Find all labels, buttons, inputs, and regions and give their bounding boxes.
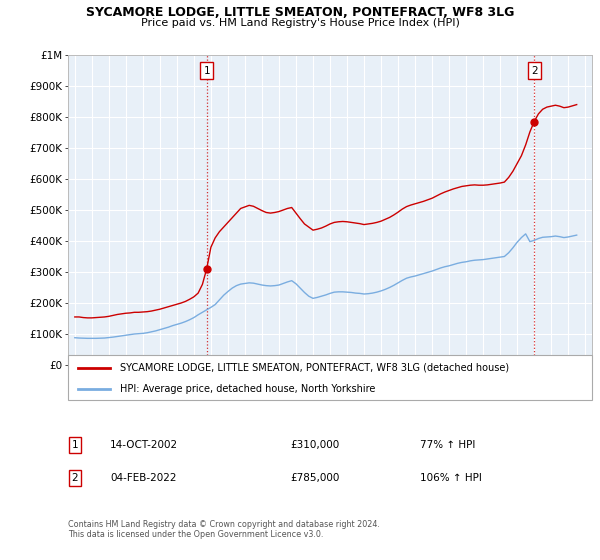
Text: £310,000: £310,000 xyxy=(290,440,339,450)
Text: SYCAMORE LODGE, LITTLE SMEATON, PONTEFRACT, WF8 3LG: SYCAMORE LODGE, LITTLE SMEATON, PONTEFRA… xyxy=(86,6,514,18)
Text: SYCAMORE LODGE, LITTLE SMEATON, PONTEFRACT, WF8 3LG (detached house): SYCAMORE LODGE, LITTLE SMEATON, PONTEFRA… xyxy=(121,363,509,372)
Text: £785,000: £785,000 xyxy=(290,473,340,483)
Text: Contains HM Land Registry data © Crown copyright and database right 2024.
This d: Contains HM Land Registry data © Crown c… xyxy=(68,520,380,539)
Text: 2: 2 xyxy=(531,66,538,76)
Text: 04-FEB-2022: 04-FEB-2022 xyxy=(110,473,176,483)
Text: 77% ↑ HPI: 77% ↑ HPI xyxy=(420,440,475,450)
Text: 1: 1 xyxy=(203,66,210,76)
FancyBboxPatch shape xyxy=(68,355,592,400)
Text: 2: 2 xyxy=(71,473,79,483)
Text: 1: 1 xyxy=(71,440,79,450)
Text: 106% ↑ HPI: 106% ↑ HPI xyxy=(420,473,482,483)
Text: 14-OCT-2002: 14-OCT-2002 xyxy=(110,440,178,450)
Text: Price paid vs. HM Land Registry's House Price Index (HPI): Price paid vs. HM Land Registry's House … xyxy=(140,18,460,28)
Text: HPI: Average price, detached house, North Yorkshire: HPI: Average price, detached house, Nort… xyxy=(121,384,376,394)
